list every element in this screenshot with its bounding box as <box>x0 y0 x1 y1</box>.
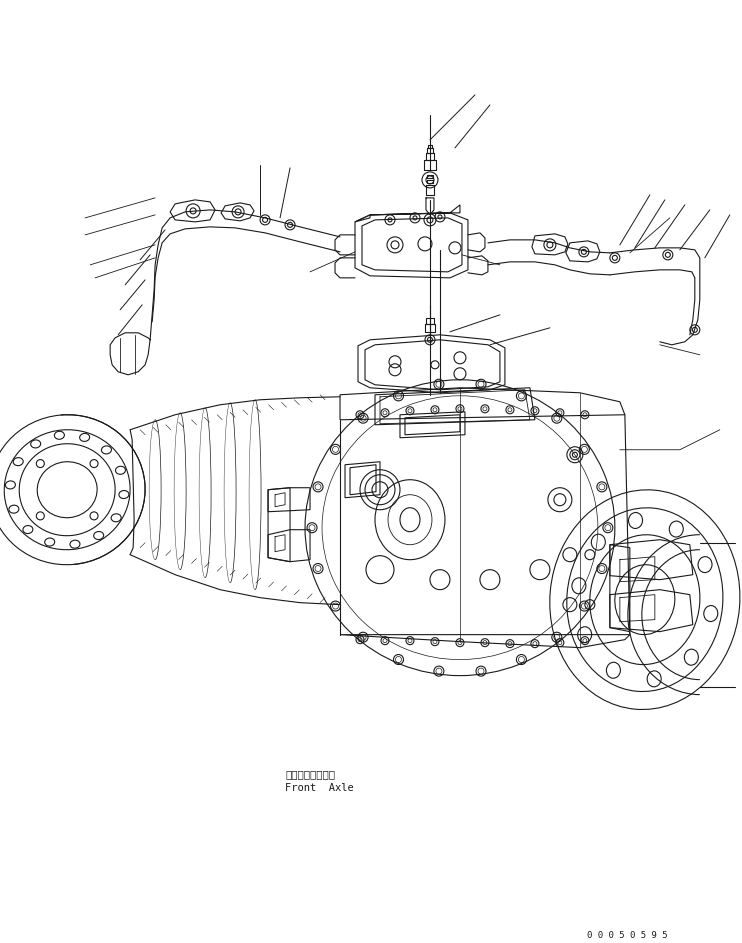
Text: Front  Axle: Front Axle <box>285 783 354 792</box>
Text: フロントアクスル: フロントアクスル <box>285 769 335 780</box>
Text: 0 0 0 5 0 5 9 5: 0 0 0 5 0 5 9 5 <box>587 932 668 940</box>
